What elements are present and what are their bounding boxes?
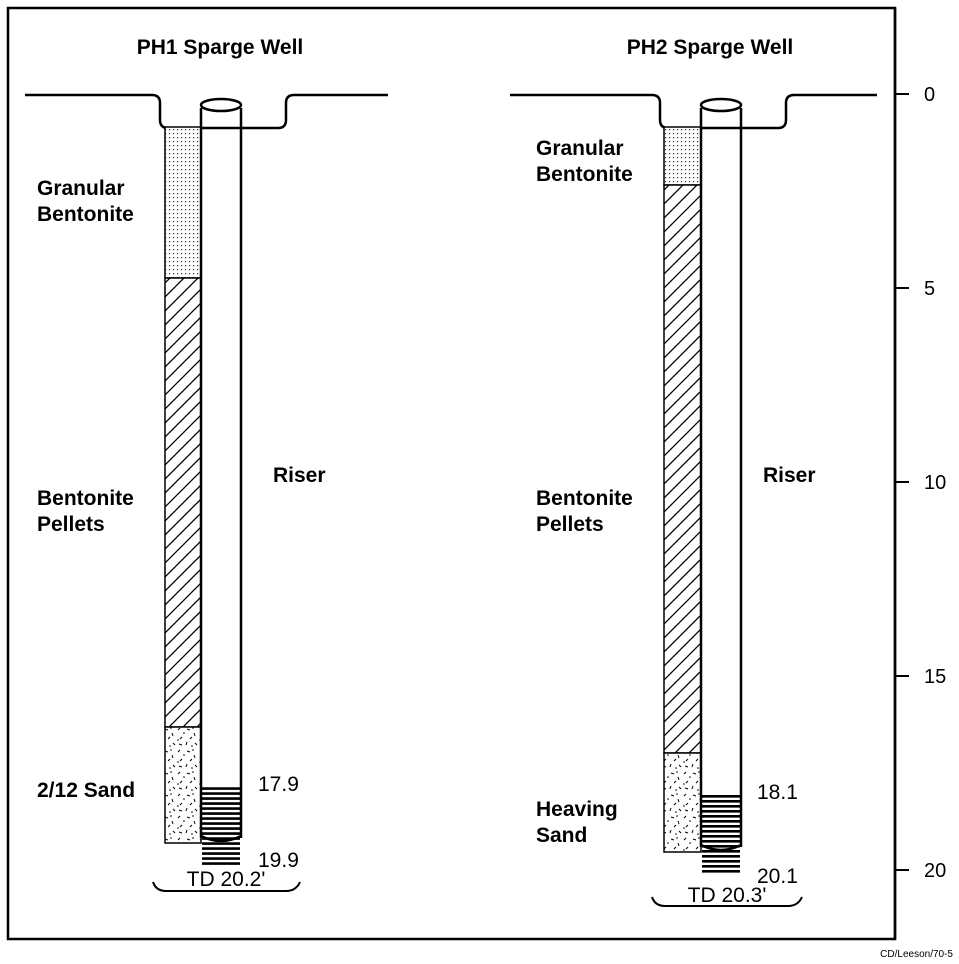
- depth-tick-label: 5: [924, 278, 935, 300]
- layer-label-sand-ph2: Heaving Sand: [536, 798, 624, 847]
- td-bracket-ph2: [651, 896, 803, 907]
- layer-sand-ph2: [663, 752, 702, 853]
- layer-granular-bentonite-ph1: [164, 126, 202, 279]
- well-title-ph2: PH2 Sparge Well: [627, 36, 794, 59]
- depth-tick-label: 0: [924, 84, 935, 106]
- depth-tick-label: 20: [924, 860, 946, 882]
- drawing-credit: CD/Leeson/70-5: [880, 949, 953, 960]
- riser-label-ph2: Riser: [763, 464, 816, 487]
- riser-bottom-ph1: [200, 834, 242, 843]
- well-screen-ph2: [702, 794, 740, 873]
- layer-bentonite-pellets-ph1: [164, 277, 202, 728]
- well-title-ph1: PH1 Sparge Well: [137, 36, 304, 59]
- ground-surface-ph2: [510, 93, 877, 130]
- layer-bentonite-pellets-ph2: [663, 184, 702, 754]
- layer-label-granular-bentonite-ph1: Granular Bentonite: [37, 177, 134, 226]
- layer-sand-ph1: [164, 726, 202, 844]
- layer-granular-bentonite-ph2: [663, 126, 702, 186]
- layer-label-granular-bentonite-ph2: Granular Bentonite: [536, 137, 633, 186]
- riser-bottom-ph2: [700, 843, 742, 852]
- ground-surface-ph1: [25, 93, 388, 130]
- well-screen-ph1: [202, 787, 240, 865]
- depth-scale: 0 5 10 15 20: [893, 8, 946, 939]
- total-depth-ph1: TD 20.2': [187, 868, 266, 891]
- riser-top-cap-ph1: [199, 97, 243, 113]
- screen-top-depth-ph1: 17.9: [258, 773, 299, 796]
- screen-top-depth-ph2: 18.1: [757, 781, 798, 804]
- riser-top-cap-ph2: [699, 97, 743, 113]
- total-depth-ph2: TD 20.3': [688, 884, 767, 907]
- td-bracket-ph1: [152, 881, 301, 892]
- screen-bottom-depth-ph2: 20.1: [757, 865, 798, 888]
- depth-tick-label: 15: [924, 666, 946, 688]
- layer-label-bentonite-pellets-ph1: Bentonite Pellets: [37, 487, 140, 536]
- depth-tick-label: 10: [924, 472, 946, 494]
- screen-bottom-depth-ph1: 19.9: [258, 849, 299, 872]
- well-ph2: PH2 Sparge Well Granular Bentonite Bento…: [510, 36, 877, 907]
- layer-label-bentonite-pellets-ph2: Bentonite Pellets: [536, 487, 639, 536]
- riser-label-ph1: Riser: [273, 464, 326, 487]
- well-ph1: PH1 Sparge Well Granular Bentonite Bento…: [25, 36, 388, 892]
- layer-label-sand-ph1: 2/12 Sand: [37, 779, 135, 802]
